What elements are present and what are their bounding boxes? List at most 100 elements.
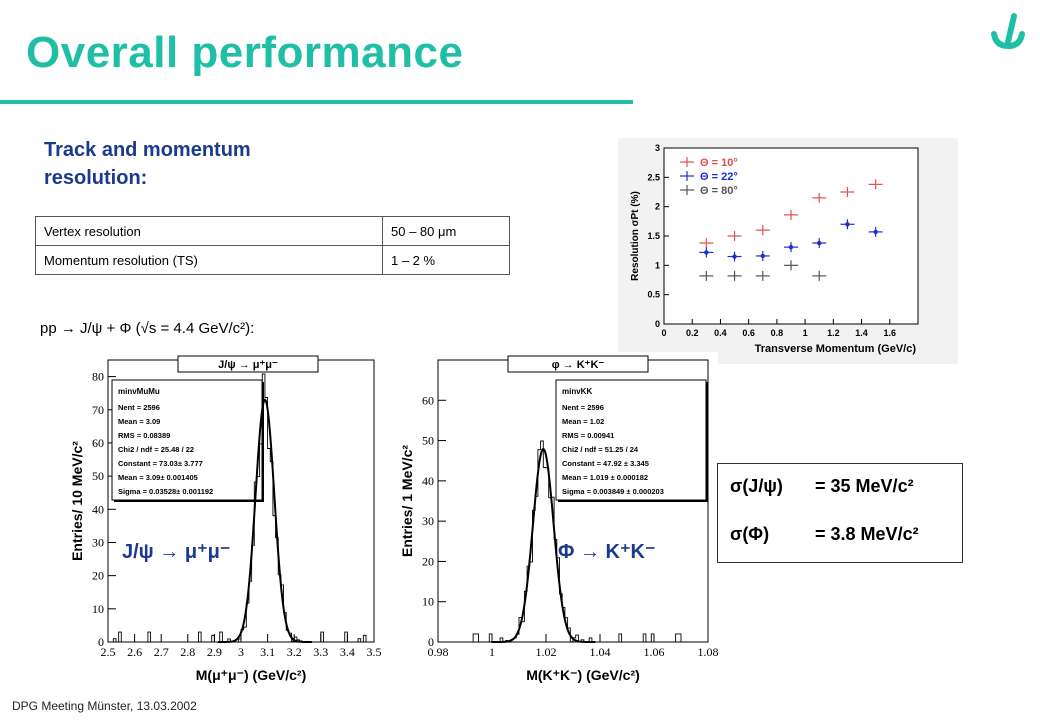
data-point <box>873 229 878 235</box>
x-tick-label: 2.6 <box>127 645 142 659</box>
y-tick-label: 0 <box>655 319 660 329</box>
legend-label: Θ = 22° <box>700 171 738 183</box>
x-tick-label: 0.4 <box>714 328 727 338</box>
stats-line: Chi2 / ndf = 51.25 / 24 <box>562 445 639 454</box>
y-tick-label: 80 <box>92 370 104 384</box>
y-tick-label: 2 <box>655 202 660 212</box>
x-tick-label: 3.5 <box>367 645 382 659</box>
decay-annotation: J/ψ → μ⁺μ⁻ <box>122 541 230 563</box>
y-tick-label: 30 <box>92 535 104 549</box>
y-tick-label: 3 <box>655 143 660 153</box>
fit-curve <box>218 398 312 643</box>
phi-mass-histogram: 0.98 1 1.02 1.04 1.06 1.08 0 10 20 30 40 50 60 M(K⁺K⁻… <box>396 352 718 688</box>
sigma-phi-label: σ(Φ) <box>730 524 770 544</box>
x-tick-label: 0.8 <box>771 328 784 338</box>
data-point <box>704 250 709 255</box>
y-axis-label: Entries/ 1 MeV/c² <box>399 445 415 557</box>
stats-line: Chi2 / ndf = 25.48 / 22 <box>118 445 194 454</box>
x-tick-label: 3.4 <box>340 645 355 659</box>
table-row: Momentum resolution (TS) 1 – 2 % <box>35 245 510 275</box>
x-tick-label: 2.8 <box>180 645 195 659</box>
footer-text: DPG Meeting Münster, 13.03.2002 <box>12 699 197 713</box>
mass-resolution-box: σ(J/ψ) = 35 MeV/c² σ(Φ) = 3.8 MeV/c² <box>717 463 963 563</box>
y-tick-label: 0 <box>98 635 104 649</box>
x-axis-label: Transverse Momentum (GeV/c) <box>755 343 917 355</box>
decay-annotation: Φ → K⁺K⁻ <box>558 541 656 563</box>
stats-line: Nent = 2596 <box>562 403 604 412</box>
x-tick-label: 2.9 <box>207 645 222 659</box>
sigma-phi-value: = 3.8 MeV/c² <box>815 524 919 544</box>
x-tick-label: 0.2 <box>686 328 699 338</box>
y-tick-label: 60 <box>422 393 434 407</box>
y-tick-label: 70 <box>92 403 104 417</box>
x-tick-label: 1 <box>803 328 808 338</box>
y-tick-label: 1.5 <box>647 231 660 241</box>
y-tick-label: 40 <box>92 502 104 516</box>
title-underline <box>0 100 633 104</box>
stats-box <box>111 379 263 501</box>
reaction-formula: pp → J/ψ + Φ (√s = 4.4 GeV/c²): <box>40 320 255 337</box>
stats-line: Nent = 2596 <box>118 403 160 412</box>
x-tick-label: 3 <box>238 645 244 659</box>
fit-curve <box>491 447 596 643</box>
y-axis-label: Entries/ 10 MeV/c² <box>69 441 85 561</box>
stats-line: Constant = 47.92 ± 3.345 <box>562 459 649 468</box>
x-tick-label: 3.1 <box>260 645 275 659</box>
section-title: Track and momentum resolution: <box>44 139 251 189</box>
resolution-plot-panel: 0 0.2 0.4 0.6 0.8 1 1.2 1.4 1.6 0 0.5 1 1.5 2 2.5 3 Tran… <box>618 138 958 364</box>
stats-line: RMS = 0.00941 <box>562 431 614 440</box>
data-point <box>817 240 822 246</box>
stats-line: Mean = 3.09 <box>118 417 160 426</box>
table-cell-value: 50 – 80 μm <box>382 216 510 246</box>
sigma-jpsi-value: = 35 MeV/c² <box>815 476 914 496</box>
legend-label: Θ = 80° <box>700 185 738 197</box>
y-tick-label: 20 <box>422 554 434 568</box>
y-tick-label: 20 <box>92 569 104 583</box>
x-tick-label: 1.6 <box>884 328 897 338</box>
x-tick-label: 2.7 <box>154 645 169 659</box>
stats-line: RMS = 0.08389 <box>118 431 170 440</box>
x-tick-label: 1.02 <box>536 645 557 659</box>
x-tick-label: 0.98 <box>428 645 449 659</box>
data-point <box>788 244 794 250</box>
x-tick-label: 0 <box>661 328 666 338</box>
sigma-jpsi-label: σ(J/ψ) <box>730 476 783 496</box>
y-tick-label: 40 <box>422 474 434 488</box>
slide-title: Overall performance <box>26 28 464 77</box>
x-axis-label: M(K⁺K⁻) (GeV/c²) <box>526 667 640 683</box>
x-tick-label: 0.6 <box>742 328 755 338</box>
data-point <box>760 253 765 259</box>
stats-line: Constant = 73.03± 3.777 <box>118 459 203 468</box>
y-tick-label: 0 <box>428 635 434 649</box>
y-tick-label: 50 <box>422 434 434 448</box>
histogram-title: φ → K⁺K⁻ <box>552 359 605 371</box>
data-point <box>732 254 737 259</box>
y-tick-label: 0.5 <box>647 290 660 300</box>
stats-box <box>555 379 707 501</box>
stats-line: Sigma = 0.003849 ± 0.000203 <box>562 487 664 496</box>
y-tick-label: 10 <box>92 602 104 616</box>
x-tick-label: 1 <box>489 645 495 659</box>
x-tick-label: 1.4 <box>855 328 868 338</box>
x-axis-label: M(μ⁺μ⁻) (GeV/c²) <box>196 667 306 683</box>
stats-line: Sigma = 0.03528± 0.001192 <box>118 487 213 496</box>
y-tick-label: 1 <box>655 260 660 270</box>
y-tick-label: 60 <box>92 436 104 450</box>
resolution-table: Vertex resolution 50 – 80 μm Momentum re… <box>35 216 510 275</box>
y-tick-label: 10 <box>422 595 434 609</box>
x-tick-label: 3.3 <box>313 645 328 659</box>
table-cell-label: Momentum resolution (TS) <box>35 245 383 275</box>
y-tick-label: 50 <box>92 469 104 483</box>
resolution-plot: 0 0.2 0.4 0.6 0.8 1 1.2 1.4 1.6 0 0.5 1 1.5 2 2.5 3 Tran… <box>630 143 919 355</box>
stats-line: Mean = 1.02 <box>562 417 604 426</box>
stats-name: minvKK <box>562 387 592 396</box>
x-tick-label: 1.06 <box>644 645 665 659</box>
data-point <box>845 222 850 227</box>
table-cell-label: Vertex resolution <box>35 216 383 246</box>
histogram-title-box <box>507 355 649 373</box>
stats-line: Mean = 3.09± 0.001405 <box>118 473 198 482</box>
y-axis-label: Resolution σPt (%) <box>630 191 641 281</box>
table-row: Vertex resolution 50 – 80 μm <box>35 216 510 246</box>
logo-icon <box>991 13 1025 50</box>
x-tick-label: 3.2 <box>287 645 302 659</box>
